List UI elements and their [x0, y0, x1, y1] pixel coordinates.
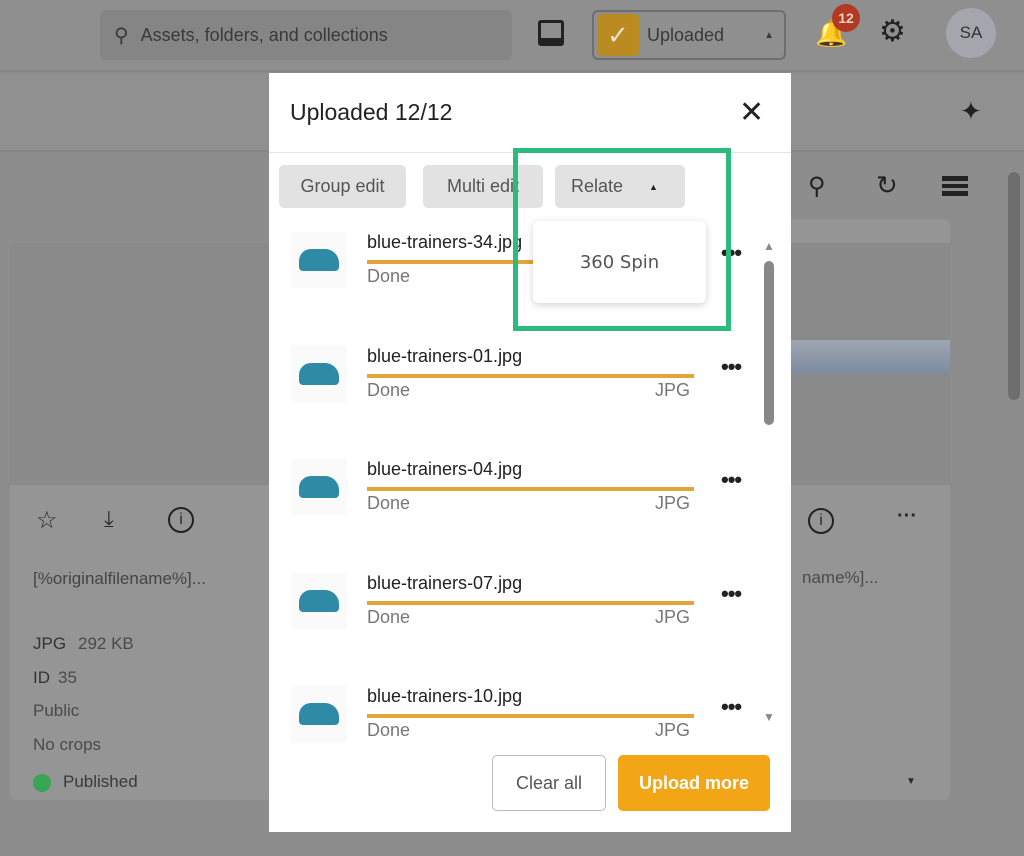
highlight-box: [513, 148, 731, 331]
asset-size: 292 KB: [78, 634, 134, 653]
info-icon[interactable]: i: [168, 507, 194, 533]
relate-button[interactable]: Relate ▲: [555, 165, 685, 208]
upload-list-item: blue-trainers-10.jpg Done JPG •••: [269, 686, 769, 786]
caret-up-icon: ▲: [649, 181, 658, 192]
asset-thumbnail: [10, 243, 272, 485]
file-thumbnail: [291, 459, 347, 515]
asset-filename: [%originalfilename%]...: [33, 569, 206, 588]
shoe-image: [299, 362, 339, 385]
file-name: blue-trainers-07.jpg: [367, 572, 523, 593]
upload-list-item: blue-trainers-07.jpg Done JPG •••: [269, 572, 769, 673]
search-input[interactable]: ⚲ Assets, folders, and collections: [100, 10, 512, 60]
more-options-icon[interactable]: •••: [721, 580, 742, 606]
more-options-icon[interactable]: •••: [721, 353, 742, 379]
file-thumbnail: [291, 232, 347, 288]
more-icon[interactable]: ···: [897, 505, 917, 527]
asset-visibility: Public: [33, 701, 80, 720]
refresh-icon[interactable]: ↻: [876, 170, 898, 200]
file-status: Done: [367, 266, 411, 286]
upload-status-label: Uploaded: [647, 24, 725, 45]
gear-icon[interactable]: ⚙: [879, 15, 906, 48]
clear-all-button[interactable]: Clear all: [492, 755, 606, 811]
download-icon[interactable]: ⤓: [104, 506, 114, 531]
relate-label: Relate: [571, 176, 624, 196]
sparkle-icon[interactable]: ✦: [960, 96, 982, 126]
avatar[interactable]: SA: [946, 8, 996, 58]
upload-status-toggle[interactable]: ✓ Uploaded ▲: [592, 10, 786, 60]
file-status: Done: [367, 493, 411, 513]
more-options-icon[interactable]: •••: [721, 467, 742, 492]
info-icon[interactable]: i: [808, 508, 834, 534]
file-name: blue-trainers-10.jpg: [367, 686, 523, 706]
status-dot: [33, 774, 51, 792]
shoe-image: [299, 589, 339, 612]
check-icon: ✓: [597, 14, 639, 56]
modal-title: Uploaded 12/12: [290, 99, 453, 125]
file-name: blue-trainers-01.jpg: [367, 345, 523, 366]
mountain-image: [760, 340, 950, 374]
shoe-image: [299, 703, 339, 725]
close-icon[interactable]: ✕: [739, 96, 765, 129]
more-options-icon[interactable]: •••: [721, 694, 742, 719]
file-thumbnail: [291, 572, 347, 629]
scrollbar[interactable]: [1008, 172, 1020, 400]
file-status: Done: [367, 606, 411, 627]
file-status: Done: [367, 379, 411, 400]
asset-card[interactable]: i ··· name%]... ▼: [760, 219, 950, 800]
shoe-image: [299, 249, 339, 271]
star-icon[interactable]: ☆: [36, 507, 58, 534]
asset-card[interactable]: ☆ ⤓ i [%originalfilename%]... JPG 292 KB…: [10, 243, 272, 800]
group-edit-button[interactable]: Group edit: [279, 165, 406, 208]
multi-edit-button[interactable]: Multi edit: [423, 165, 543, 208]
file-type: JPG: [655, 379, 691, 400]
list-scroll-up[interactable]: ▲: [763, 239, 775, 253]
asset-type: JPG: [33, 634, 67, 653]
progress-bar: [367, 373, 694, 378]
list-scroll-down[interactable]: ▼: [763, 710, 775, 724]
file-type: JPG: [655, 606, 691, 627]
search-placeholder: Assets, folders, and collections: [140, 24, 388, 45]
progress-bar: [367, 714, 694, 718]
file-thumbnail: [291, 345, 347, 402]
relate-menu-item-360-spin[interactable]: 360 Spin: [533, 221, 706, 303]
file-status: Done: [367, 720, 411, 740]
asset-crops: No crops: [33, 735, 102, 754]
list-view-icon[interactable]: [942, 176, 968, 196]
file-type: JPG: [655, 720, 691, 740]
asset-status: Published: [63, 772, 138, 791]
upload-more-button[interactable]: Upload more: [618, 755, 770, 811]
upload-list-item: blue-trainers-04.jpg Done JPG •••: [269, 459, 769, 559]
asset-id-label: ID: [33, 668, 50, 687]
list-scrollbar[interactable]: [764, 261, 774, 425]
notification-badge: 12: [832, 4, 860, 32]
file-type: JPG: [655, 493, 691, 513]
asset-id: 35: [58, 668, 77, 687]
caret-up-icon: ▲: [764, 29, 774, 41]
file-name: blue-trainers-04.jpg: [367, 459, 523, 479]
search-icon: ⚲: [114, 24, 129, 47]
caret-down-icon[interactable]: ▼: [906, 776, 916, 787]
progress-bar: [367, 600, 694, 605]
search-icon[interactable]: ⚲: [808, 173, 826, 200]
progress-bar: [367, 260, 694, 264]
progress-bar: [367, 487, 694, 491]
upload-modal: Uploaded 12/12 ✕ Group edit Multi edit R…: [269, 73, 791, 832]
file-name: blue-trainers-34.jpg: [367, 232, 523, 252]
upload-list-item: blue-trainers-01.jpg Done JPG •••: [269, 345, 769, 446]
inbox-icon[interactable]: [538, 20, 564, 46]
shoe-image: [299, 476, 339, 498]
asset-filename: name%]...: [802, 568, 879, 587]
file-thumbnail: [291, 686, 347, 742]
